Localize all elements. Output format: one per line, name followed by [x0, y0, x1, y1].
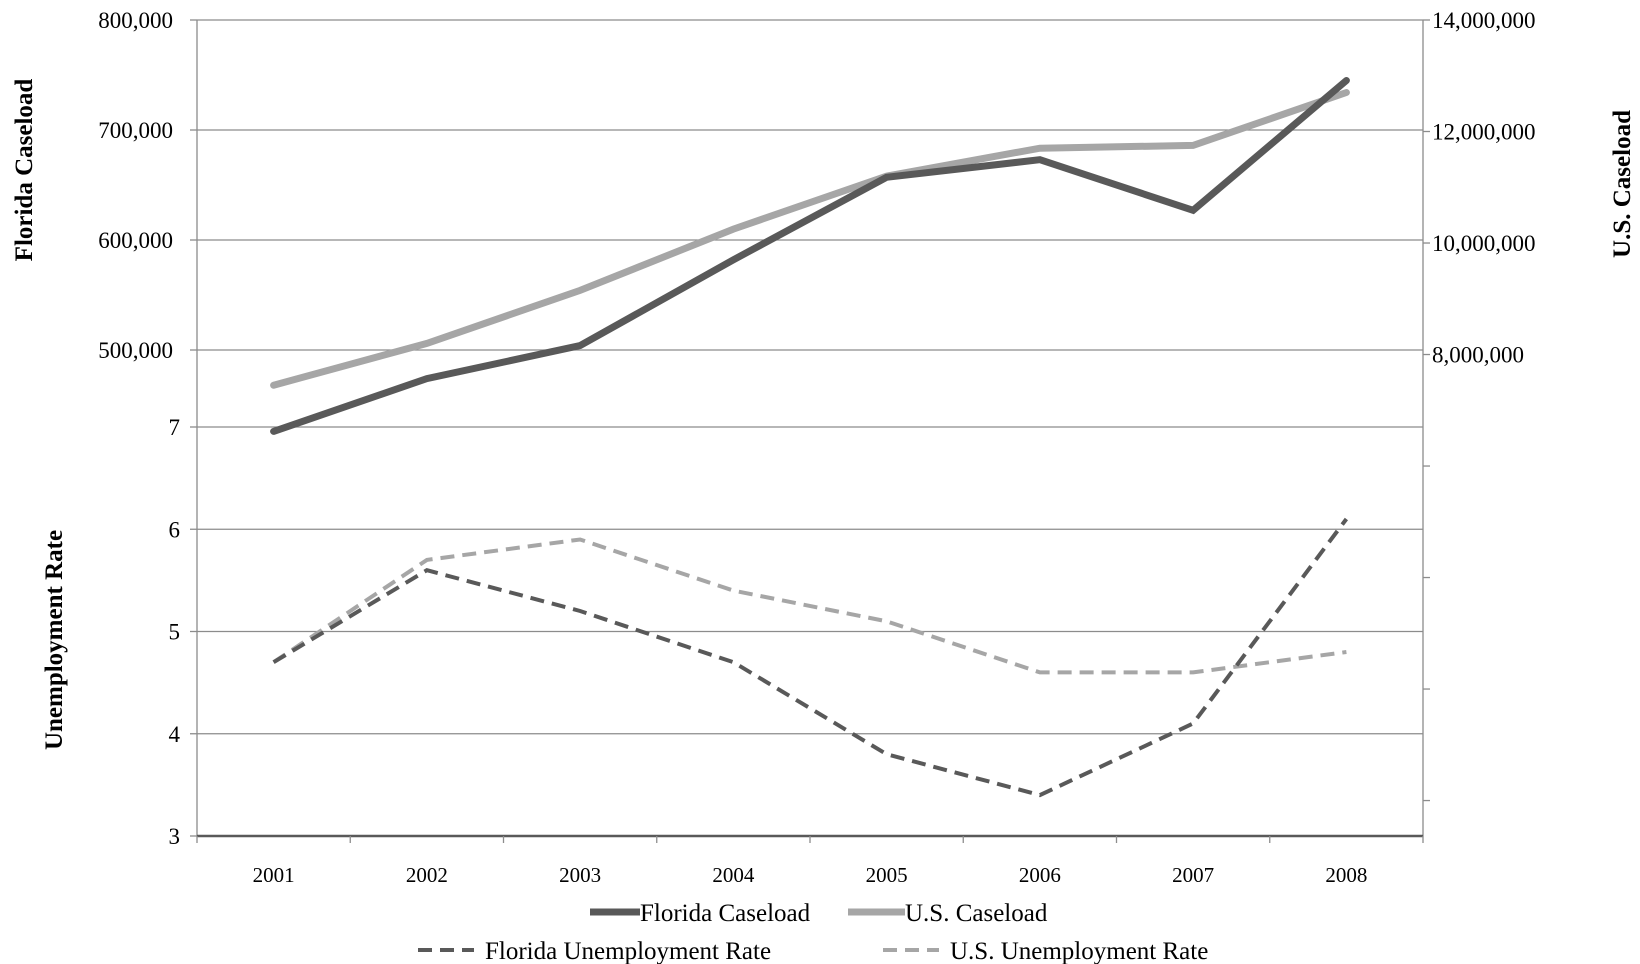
- tick-label-x: 2005: [866, 863, 908, 887]
- tick-label-right: 12,000,000: [1432, 120, 1536, 145]
- tick-labels: 500,000 600,000 700,000 800,000 3 4 5 6 7 8,000,0…: [98, 8, 1535, 887]
- tick-label-left: 600,000: [98, 228, 173, 253]
- axis-titles: Florida Caseload Unemployment Rate U.S. Ca…: [11, 79, 1636, 750]
- legend: Florida Caseload U.S. Caseload Florida Une…: [418, 900, 1208, 964]
- tick-label-x: 2006: [1019, 863, 1061, 887]
- tick-label-x: 2007: [1172, 863, 1214, 887]
- legend-label: Florida Caseload: [640, 900, 811, 927]
- tick-label-x: 2004: [712, 863, 755, 887]
- y-axis-title-right-caseload: U.S. Caseload: [1609, 110, 1636, 258]
- series-line-u-s-caseload: [270, 89, 1350, 389]
- legend-item: Florida Caseload: [590, 900, 811, 927]
- axes: [190, 19, 1430, 843]
- tick-label-left: 4: [169, 722, 181, 747]
- tick-label-left: 700,000: [98, 118, 173, 143]
- tick-label-left: 7: [169, 415, 181, 440]
- tick-label-right: 8,000,000: [1432, 343, 1524, 368]
- legend-item: U.S. Unemployment Rate: [883, 938, 1208, 964]
- tick-label-left: 500,000: [98, 338, 173, 363]
- legend-item: Florida Unemployment Rate: [418, 938, 771, 964]
- tick-label-x: 2003: [559, 863, 601, 887]
- tick-label-right: 14,000,000: [1432, 8, 1536, 33]
- y-axis-title-left-caseload: Florida Caseload: [11, 79, 38, 262]
- tick-label-left: 6: [169, 517, 181, 542]
- legend-item: U.S. Caseload: [848, 900, 1048, 927]
- tick-label-left: 800,000: [98, 8, 173, 33]
- tick-label-left: 3: [169, 824, 181, 849]
- series-line-u-s-unemployment-rate: [272, 537, 1347, 675]
- tick-label-left: 5: [169, 620, 181, 645]
- tick-label-right: 10,000,000: [1432, 231, 1536, 256]
- tick-label-x: 2001: [253, 863, 295, 887]
- tick-label-x: 2008: [1325, 863, 1367, 887]
- legend-label: U.S. Caseload: [905, 900, 1048, 927]
- series-line-florida-caseload: [270, 77, 1350, 435]
- grid-lines: [197, 19, 1423, 735]
- series-line-florida-unemployment-rate: [272, 517, 1349, 798]
- tick-label-x: 2002: [406, 863, 448, 887]
- series-lines: [270, 77, 1350, 798]
- legend-label: Florida Unemployment Rate: [485, 938, 771, 964]
- legend-label: U.S. Unemployment Rate: [950, 938, 1208, 964]
- y-axis-title-left-unemployment: Unemployment Rate: [41, 530, 68, 750]
